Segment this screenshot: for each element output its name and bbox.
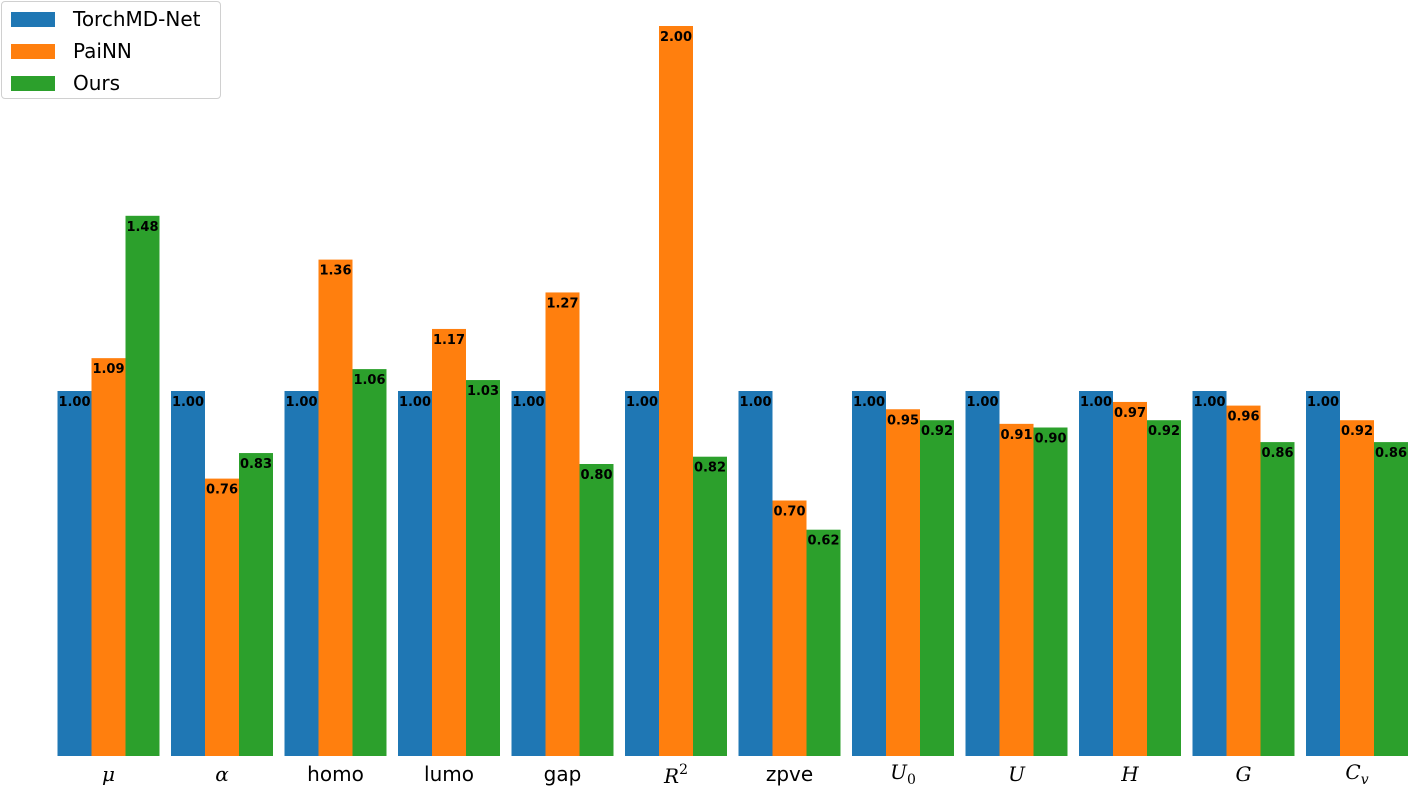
bar-ours-zpve [806, 529, 841, 756]
data-label-ours-mu: 1.48 [126, 220, 158, 235]
data-label-painn-mu: 1.09 [92, 362, 124, 377]
data-label-painn-gap: 1.27 [546, 296, 578, 311]
category-label-alpha: α [215, 762, 229, 786]
category-label-u: U [1008, 762, 1026, 786]
data-label-painn-cv: 0.92 [1341, 424, 1373, 439]
bar-torchmd-net-alpha [171, 391, 205, 756]
data-label-torchmd-net-mu: 1.00 [58, 395, 90, 410]
data-label-torchmd-net-g: 1.00 [1193, 395, 1225, 410]
bar-painn-u0 [886, 409, 920, 756]
bar-torchmd-net-u0 [852, 391, 886, 756]
bar-torchmd-net-homo [284, 391, 319, 756]
legend-item-painn: PaiNN [11, 39, 132, 63]
data-label-torchmd-net-lumo: 1.00 [399, 395, 431, 410]
data-label-painn-alpha: 0.76 [206, 483, 238, 498]
bar-ours-cv [1374, 442, 1408, 756]
data-label-ours-homo: 1.06 [353, 373, 385, 388]
bar-torchmd-net-mu [57, 391, 92, 756]
data-label-painn-homo: 1.36 [319, 264, 351, 279]
bar-painn-homo [318, 259, 353, 756]
bar-ours-lumo [466, 380, 500, 756]
legend-swatch-painn [11, 43, 55, 59]
legend: TorchMD-Net PaiNN Ours [1, 1, 221, 99]
data-label-torchmd-net-cv: 1.00 [1307, 395, 1339, 410]
data-label-ours-h: 0.92 [1148, 424, 1180, 439]
data-label-ours-u0: 0.92 [921, 424, 953, 439]
data-label-torchmd-net-homo: 1.00 [285, 395, 317, 410]
bar-torchmd-net-zpve [738, 391, 773, 756]
category-label-cv: Cv [1345, 760, 1368, 786]
legend-label-painn: PaiNN [73, 39, 132, 63]
bar-painn-lumo [432, 328, 466, 756]
bar-painn-g [1226, 405, 1261, 756]
data-label-ours-r2: 0.82 [694, 461, 726, 476]
data-label-ours-cv: 0.86 [1375, 446, 1407, 461]
data-labels-group: 1.00 1.09 1.48 1.00 0.760.83 1.00 1.36 1.06 1.00… [58, 30, 1407, 549]
data-label-ours-lumo: 1.03 [467, 384, 499, 399]
bars-group [57, 26, 1408, 757]
bar-torchmd-net-gap [511, 391, 546, 756]
data-label-ours-alpha: 0.83 [240, 457, 272, 472]
bar-ours-r2 [693, 456, 727, 756]
data-label-torchmd-net-r2: 1.00 [626, 395, 658, 410]
data-label-torchmd-net-u: 1.00 [966, 395, 998, 410]
bar-painn-zpve [772, 500, 807, 756]
data-label-torchmd-net-alpha: 1.00 [172, 395, 204, 410]
data-label-torchmd-net-gap: 1.00 [512, 395, 544, 410]
data-label-painn-lumo: 1.17 [433, 333, 465, 348]
data-label-painn-u: 0.91 [1000, 428, 1032, 443]
bar-painn-gap [545, 292, 580, 756]
data-label-painn-zpve: 0.70 [773, 505, 805, 520]
legend-item-ours: Ours [11, 71, 120, 95]
category-label-mu: μ [102, 762, 115, 786]
bar-painn-r2 [659, 26, 693, 756]
data-label-ours-g: 0.86 [1261, 446, 1293, 461]
bar-torchmd-net-u [965, 391, 1000, 756]
bar-painn-mu [91, 358, 126, 756]
data-label-painn-h: 0.97 [1114, 406, 1146, 421]
legend-item-torchmd-net: TorchMD-Net [11, 7, 201, 31]
data-label-torchmd-net-u0: 1.00 [853, 395, 885, 410]
category-label-h: H [1120, 762, 1139, 786]
data-label-ours-zpve: 0.62 [807, 534, 839, 549]
bar-painn-alpha [205, 478, 239, 756]
bar-ours-u0 [920, 420, 954, 756]
category-label-r2: R2 [663, 762, 688, 786]
data-label-torchmd-net-zpve: 1.00 [739, 395, 771, 410]
bar-ours-u [1033, 427, 1068, 756]
legend-swatch-torchmd-net [11, 11, 55, 27]
category-labels-group: μ α homo lumo gap R2 zpve U0 U H G Cv [102, 760, 1369, 786]
category-label-homo: homo [307, 762, 364, 786]
bar-torchmd-net-cv [1306, 391, 1340, 756]
legend-label-torchmd-net: TorchMD-Net [73, 7, 201, 31]
data-label-painn-r2: 2.00 [660, 30, 692, 45]
category-label-g: G [1236, 762, 1252, 786]
bar-torchmd-net-g [1192, 391, 1227, 756]
category-label-u0: U0 [890, 760, 916, 786]
bar-painn-u [999, 423, 1034, 756]
bar-painn-h [1113, 401, 1147, 756]
bar-painn-cv [1340, 420, 1374, 756]
data-label-ours-u: 0.90 [1034, 432, 1066, 447]
data-label-painn-g: 0.96 [1227, 410, 1259, 425]
legend-label-ours: Ours [73, 71, 121, 95]
bar-ours-h [1147, 420, 1181, 756]
bar-ours-g [1260, 442, 1295, 756]
data-label-painn-u0: 0.95 [887, 413, 919, 428]
bar-torchmd-net-h [1079, 391, 1113, 756]
bar-ours-gap [579, 464, 614, 756]
bar-ours-mu [125, 215, 160, 757]
legend-swatch-ours [11, 75, 55, 91]
bar-ours-homo [352, 369, 387, 756]
category-label-lumo: lumo [424, 762, 474, 786]
data-label-ours-gap: 0.80 [580, 468, 612, 483]
bar-ours-alpha [239, 453, 273, 756]
category-label-zpve: zpve [766, 762, 813, 786]
bar-torchmd-net-lumo [398, 391, 432, 756]
data-label-torchmd-net-h: 1.00 [1080, 395, 1112, 410]
category-label-gap: gap [544, 762, 582, 786]
bar-torchmd-net-r2 [625, 391, 659, 756]
